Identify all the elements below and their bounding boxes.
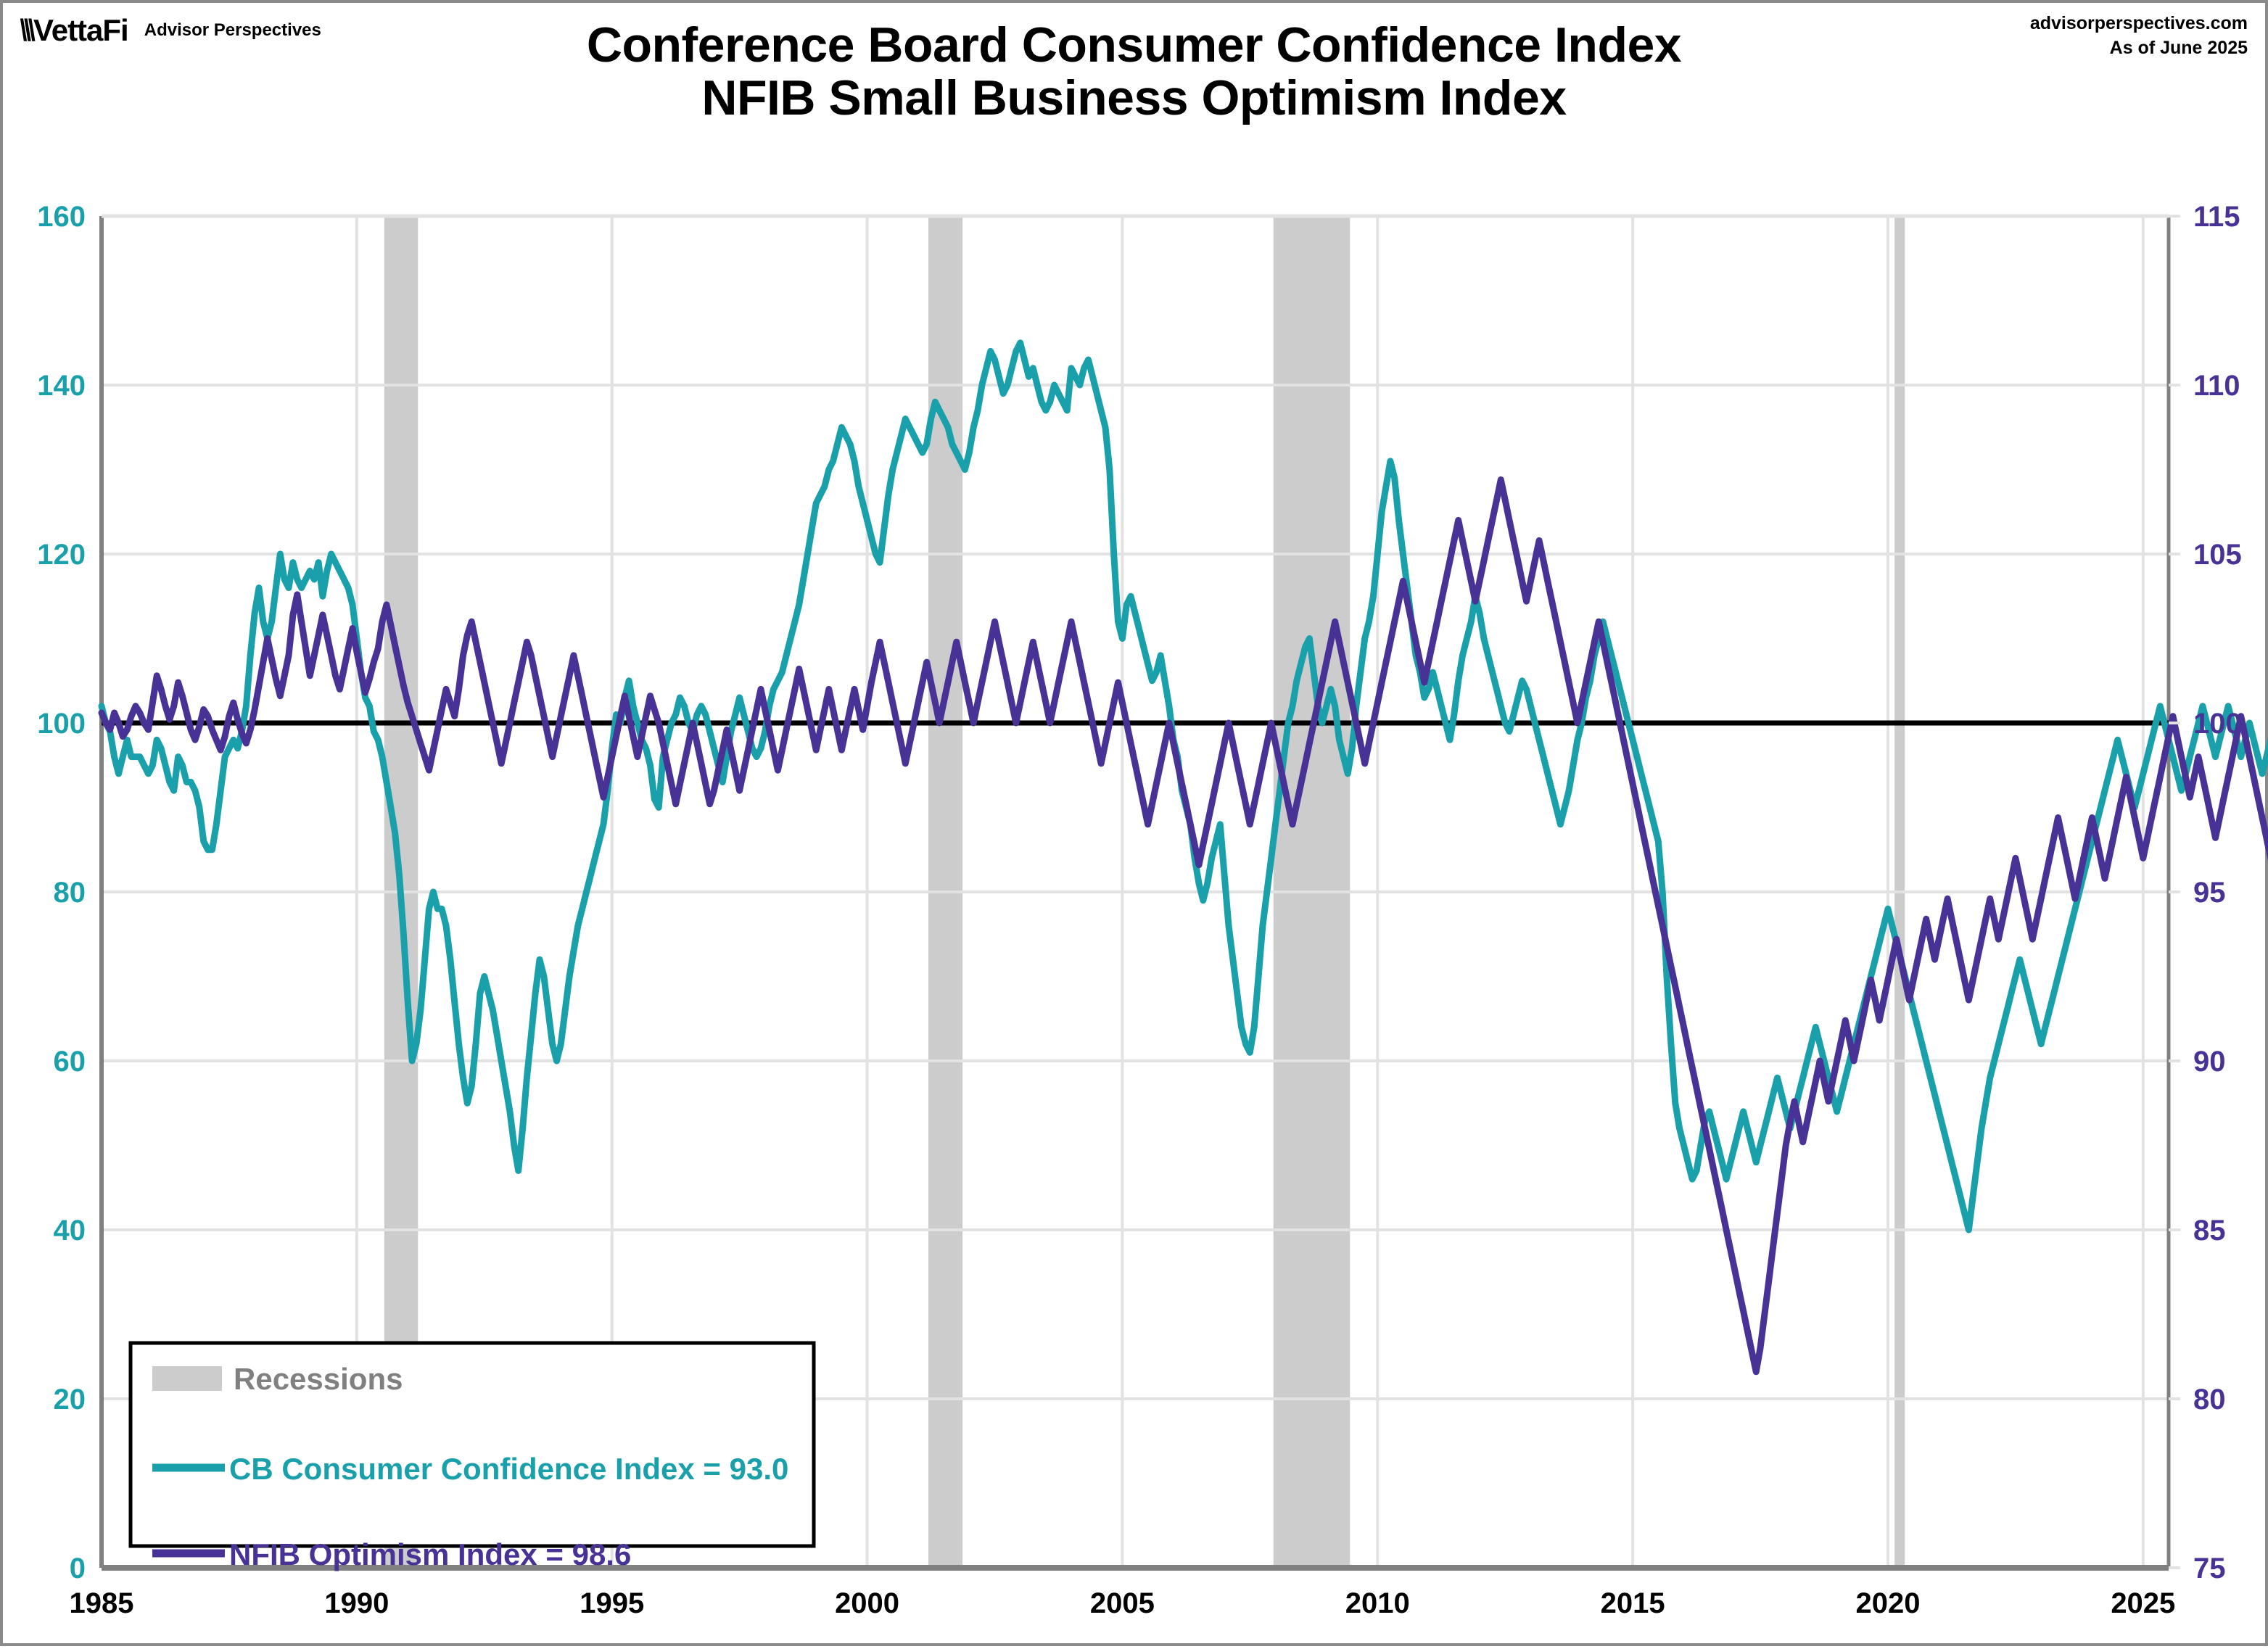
brand-block: \\\VettaFi Advisor Perspectives (19, 13, 321, 48)
y-axis-right-tick: 100 (2193, 708, 2242, 740)
header: \\\VettaFi Advisor Perspectives Conferen… (3, 3, 2265, 184)
y-axis-right-tick: 105 (2193, 539, 2242, 571)
logo-wordmark: VettaFi (33, 13, 129, 47)
series-line-nfib (98, 476, 2268, 1376)
x-axis-labels: 1985 1990 1995 2000 2005 2010 2015 2020 2025 (70, 1587, 2176, 1619)
x-axis-tick: 2025 (2111, 1587, 2175, 1619)
y-axis-right-tick: 80 (2193, 1384, 2226, 1416)
x-axis-tick: 1990 (324, 1587, 389, 1619)
y-axis-right-tick: 110 (2193, 370, 2240, 402)
y-axis-right-tick: 95 (2193, 877, 2226, 909)
chart-legend: Recessions CB Consumer Confidence Index =… (128, 1341, 816, 1571)
y-axis-left-tick: 0 (70, 1553, 86, 1584)
brand-tagline: Advisor Perspectives (144, 20, 321, 40)
x-axis-tick: 1995 (580, 1587, 644, 1619)
x-axis-tick: 2010 (1345, 1587, 1410, 1619)
logo-slashes-icon: \\\ (20, 13, 36, 47)
legend-box (128, 1341, 816, 1548)
y-axis-left-tick: 160 (37, 201, 86, 233)
title-line-1: Conference Board Consumer Confidence Ind… (586, 17, 1682, 73)
series-line-cb (98, 339, 2268, 1233)
x-axis-tick: 1985 (70, 1587, 134, 1619)
y-axis-left-tick: 60 (54, 1046, 86, 1078)
y-axis-right-tick: 75 (2193, 1553, 2226, 1584)
y-axis-left-tick: 120 (37, 539, 86, 571)
y-axis-left-tick: 100 (37, 708, 86, 740)
vettafi-logo: \\\VettaFi (19, 13, 129, 48)
source-as-of: As of June 2025 (2109, 37, 2248, 58)
y-axis-left-tick: 140 (37, 370, 86, 402)
chart-svg: 0 20 40 60 80 100 120 140 160 75 80 85 90 95 100 105 11… (37, 201, 2268, 1619)
legend-swatch-recessions (152, 1366, 222, 1391)
x-axis-tick: 2005 (1090, 1587, 1155, 1619)
source-block: advisorperspectives.com As of June 2025 (2030, 12, 2248, 61)
legend-label-recessions: Recessions (234, 1362, 403, 1396)
y-axis-left-tick: 80 (54, 877, 86, 909)
data-series-group (98, 339, 2268, 1376)
page-title: Conference Board Consumer Confidence Ind… (3, 17, 2265, 126)
plot-frame (99, 214, 2171, 1571)
legend-label-nfib: NFIB Optimism Index = 98.6 (229, 1537, 631, 1571)
y-axis-left-labels: 0 20 40 60 80 100 120 140 160 (37, 201, 86, 1584)
y-axis-right-labels: 75 80 85 90 95 100 105 110 115 (2169, 201, 2242, 1584)
source-website: advisorperspectives.com (2029, 13, 2248, 33)
legend-label-cb: CB Consumer Confidence Index = 93.0 (229, 1452, 788, 1486)
chart-container: 0 20 40 60 80 100 120 140 160 75 80 85 90 95 100 105 11… (3, 3, 2268, 1649)
x-axis-tick: 2015 (1601, 1587, 1665, 1619)
title-line-2: NFIB Small Business Optimism Index (701, 70, 1567, 126)
y-axis-right-tick: 115 (2193, 201, 2240, 233)
x-axis-tick: 2020 (1855, 1587, 1920, 1619)
y-axis-right-tick: 85 (2193, 1215, 2226, 1247)
y-axis-left-tick: 40 (54, 1215, 86, 1247)
y-axis-left-tick: 20 (54, 1384, 86, 1416)
x-axis-tick: 2000 (835, 1587, 899, 1619)
y-axis-right-tick: 90 (2193, 1046, 2226, 1078)
